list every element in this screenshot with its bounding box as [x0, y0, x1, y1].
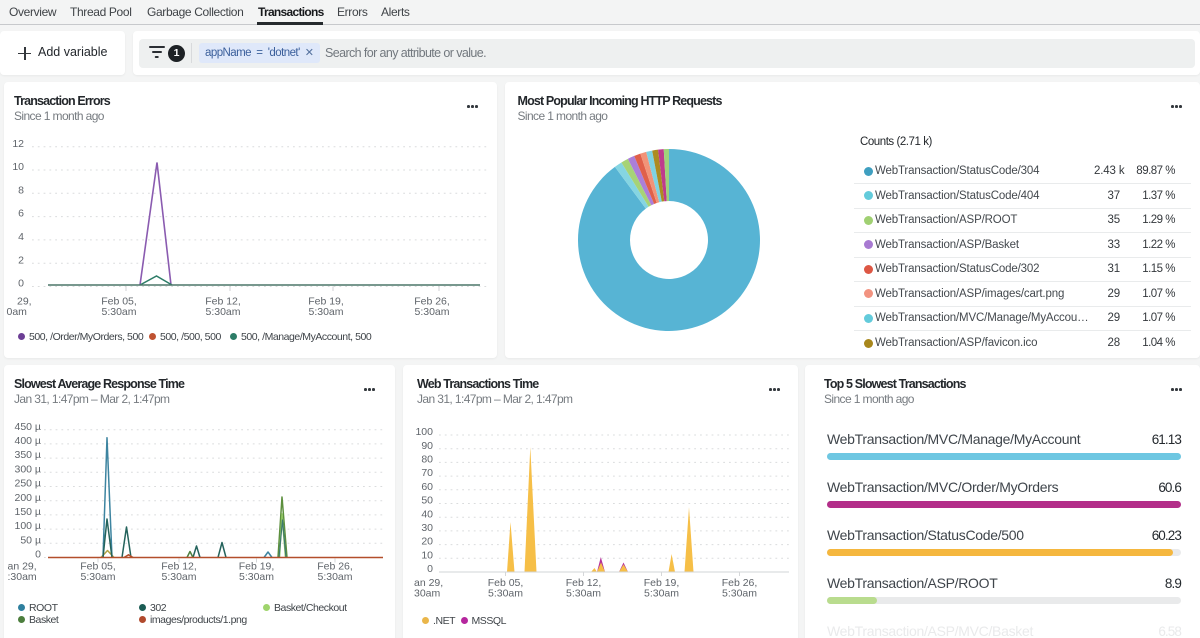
svg-text:2: 2 — [18, 254, 24, 266]
svg-text:150 µ: 150 µ — [15, 506, 42, 518]
svg-text:6: 6 — [18, 208, 24, 220]
svg-text:20: 20 — [421, 536, 433, 548]
svg-text:60: 60 — [421, 481, 433, 493]
svg-text:30am: 30am — [414, 588, 441, 600]
svg-text:29,0am: 29, 0am — [7, 296, 32, 319]
svg-text:70: 70 — [421, 467, 433, 479]
svg-text:Feb 19,5:30am: Feb 19, 5:30am — [239, 561, 275, 584]
svg-text:0: 0 — [18, 278, 24, 290]
svg-text:12: 12 — [12, 138, 24, 150]
svg-text:Feb 12,5:30am: Feb 12, 5:30am — [205, 296, 241, 319]
svg-text:Feb 19,5:30am: Feb 19, 5:30am — [308, 296, 344, 319]
svg-text:350 µ: 350 µ — [15, 449, 42, 461]
svg-text:Feb 05,5:30am: Feb 05, 5:30am — [101, 296, 137, 319]
svg-text:40: 40 — [421, 508, 433, 520]
svg-text:8: 8 — [18, 184, 24, 196]
svg-text:50 µ: 50 µ — [20, 534, 41, 546]
svg-text:Feb 19,5:30am: Feb 19, 5:30am — [643, 577, 679, 600]
svg-text:Feb 05,5:30am: Feb 05, 5:30am — [487, 577, 523, 600]
svg-text:10: 10 — [12, 161, 24, 173]
svg-text:100 µ: 100 µ — [15, 520, 42, 532]
svg-text:300 µ: 300 µ — [15, 463, 42, 475]
svg-text:90: 90 — [421, 440, 433, 452]
svg-text:0: 0 — [427, 563, 433, 575]
svg-text:Feb 26,5:30am: Feb 26, 5:30am — [721, 577, 757, 600]
svg-text:Feb 26,5:30am: Feb 26, 5:30am — [414, 296, 450, 319]
svg-text:400 µ: 400 µ — [15, 435, 42, 447]
svg-text:4: 4 — [18, 231, 24, 243]
svg-text:an 29,: an 29, — [8, 561, 37, 573]
svg-text:10: 10 — [421, 549, 433, 561]
svg-text:80: 80 — [421, 454, 433, 466]
svg-text:450 µ: 450 µ — [15, 421, 42, 433]
svg-text:30: 30 — [421, 522, 433, 534]
svg-text:50: 50 — [421, 495, 433, 507]
svg-text:Feb 05,5:30am: Feb 05, 5:30am — [80, 561, 116, 584]
svg-text:an 29,: an 29, — [414, 577, 443, 589]
svg-text::30am: :30am — [8, 571, 37, 583]
svg-text:Feb 12,5:30am: Feb 12, 5:30am — [565, 577, 601, 600]
svg-text:200 µ: 200 µ — [15, 492, 42, 504]
svg-text:250 µ: 250 µ — [15, 478, 42, 490]
svg-text:100: 100 — [415, 426, 433, 438]
svg-text:0: 0 — [35, 549, 41, 561]
svg-text:Feb 26,5:30am: Feb 26, 5:30am — [317, 561, 353, 584]
svg-text:Feb 12,5:30am: Feb 12, 5:30am — [161, 561, 197, 584]
